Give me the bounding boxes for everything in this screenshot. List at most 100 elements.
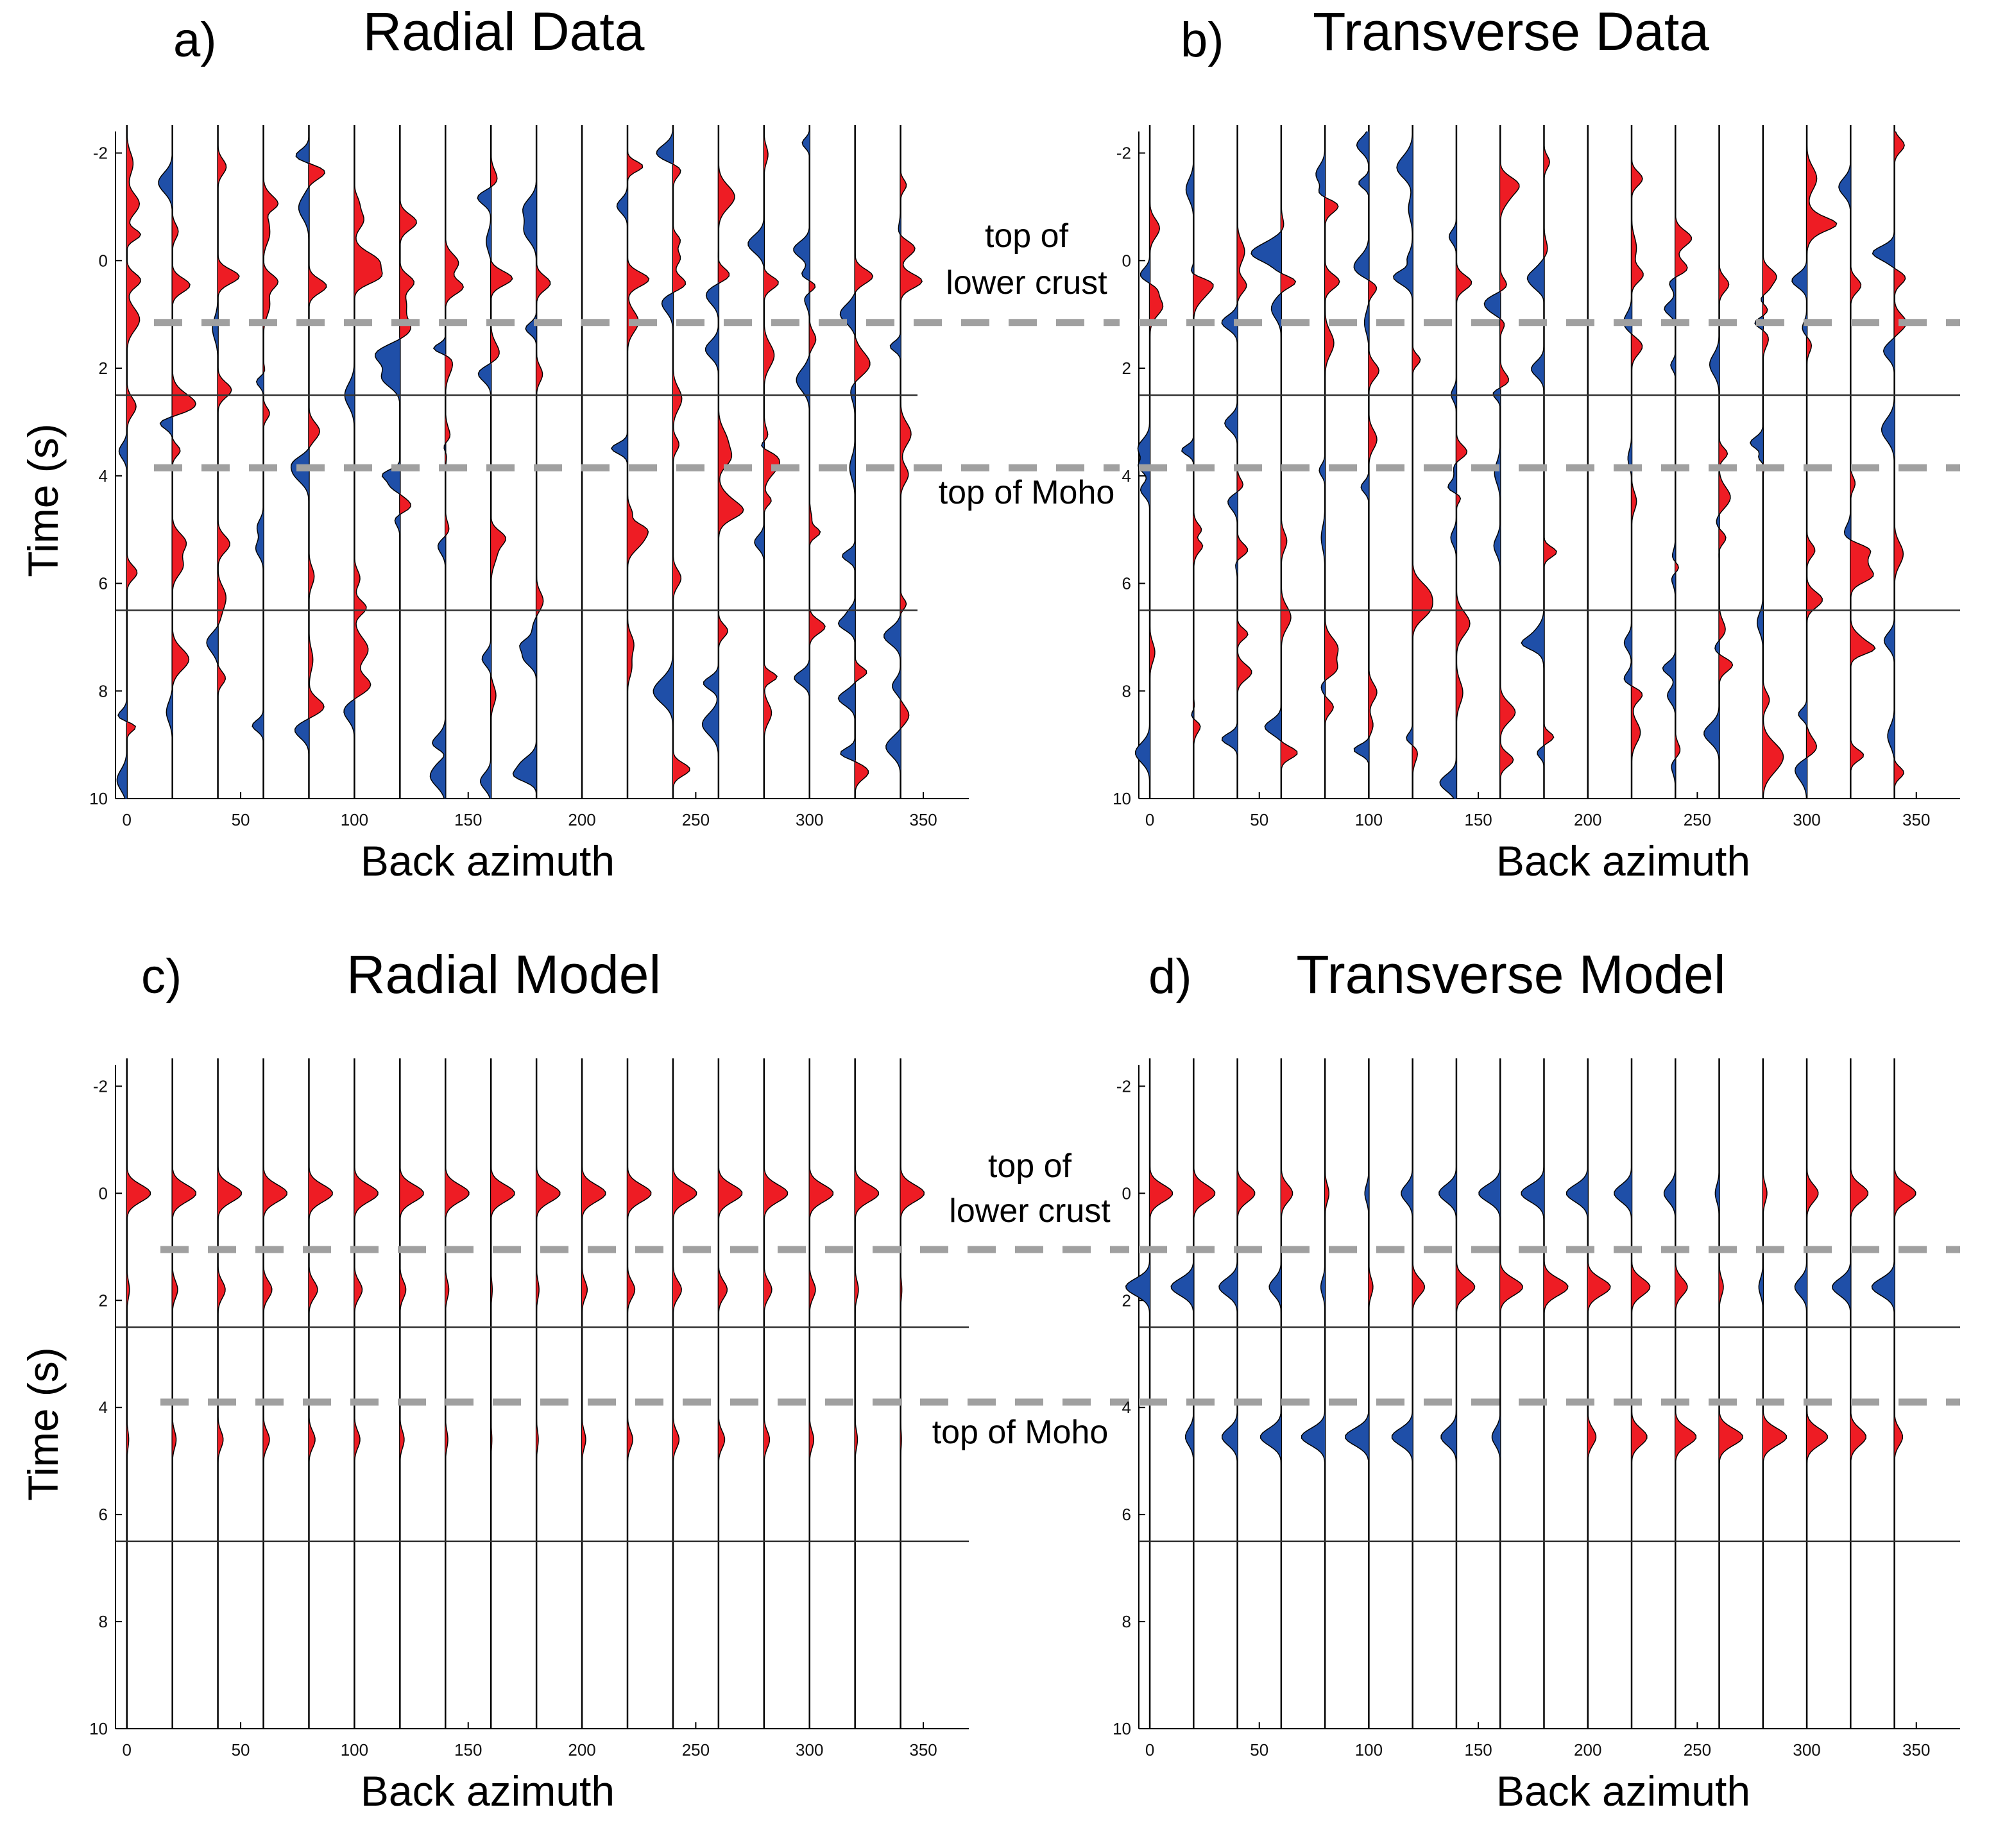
negative-lobe [1521,1065,1544,1729]
positive-lobe [1369,131,1379,799]
y-tick-label: 2 [99,1291,108,1310]
negative-lobe [1438,1065,1456,1729]
positive-lobe [491,1065,515,1729]
trace-wiggle [308,1065,333,1729]
x-tick-label: 0 [122,810,131,829]
y-tick-label: 8 [1122,1612,1131,1631]
trace-wiggle [1566,1065,1611,1729]
panel-title: Transverse Model [1296,944,1725,1005]
negative-lobe [1251,131,1281,799]
trace-wiggle [883,131,923,799]
x-axis-label: Back azimuth [361,1767,615,1815]
trace [1170,1058,1216,1729]
trace [217,1058,243,1729]
trace [1391,1058,1426,1729]
trace-wiggle [1218,1065,1256,1729]
positive-lobe [218,1065,242,1729]
x-tick-label: 150 [1464,1740,1492,1759]
y-tick-label: -2 [93,1076,108,1096]
x-tick-label: 50 [232,1740,250,1759]
trace [1749,125,1784,799]
panel-letter: d) [1148,949,1192,1004]
positive-lobe [309,1065,333,1729]
panel-title: Radial Data [363,1,645,62]
x-tick-label: 100 [1355,810,1383,829]
x-tick-label: 250 [682,1740,710,1759]
trace-wiggle [1714,1065,1743,1729]
x-tick-label: 100 [1355,1740,1383,1759]
trace [1663,1058,1697,1729]
y-tick-label: 2 [99,359,108,378]
trace [1439,125,1472,799]
positive-lobe [627,1065,651,1729]
negative-lobe [1301,1065,1326,1729]
trace-wiggle [1391,1065,1426,1729]
x-tick-label: 150 [1464,810,1492,829]
trace-wiggle [900,1065,925,1729]
trace [262,1058,287,1729]
x-tick-label: 0 [1145,1740,1154,1759]
trace-wiggle [1315,131,1340,799]
x-tick-label: 150 [454,1740,482,1759]
trace [1872,125,1907,799]
negative-lobe [1181,131,1194,799]
trace [1181,125,1214,799]
trace-wiggle [490,1065,515,1729]
negative-lobe [1392,1065,1413,1729]
negative-lobe [1566,1065,1588,1729]
y-tick-label: 4 [1122,466,1131,486]
x-tick-label: 150 [454,810,482,829]
negative-lobe [1316,131,1326,799]
negative-lobe [838,131,855,799]
x-tick-label: 350 [909,1740,937,1759]
positive-lobe [1325,1065,1329,1729]
x-tick-label: 200 [1574,810,1601,829]
x-tick-label: 50 [1250,810,1268,829]
trace [900,1058,925,1729]
trace-wiggle [399,1065,424,1729]
x-tick-label: 0 [122,1740,131,1759]
y-tick-label: 6 [99,574,108,593]
negative-lobe [513,131,537,799]
negative-lobe [1222,131,1238,799]
trace-wiggle [653,131,690,799]
negative-lobe [1614,1065,1632,1729]
positive-lobe [400,131,417,799]
trace [808,1058,834,1729]
x-axis-label: Back azimuth [361,837,615,885]
y-tick-label: 0 [1122,1183,1131,1203]
trace-wiggle [672,1065,697,1729]
y-tick-label: 6 [1122,1505,1131,1524]
positive-lobe [172,131,196,799]
annotation-top-of: top of [988,1148,1072,1185]
trace [399,1058,424,1729]
trace [1353,125,1379,799]
trace-wiggle [1794,1065,1828,1729]
negative-lobe [430,131,446,799]
trace [158,125,196,799]
trace [610,125,650,799]
y-tick-label: 8 [1122,681,1131,700]
positive-lobe [536,1065,560,1729]
positive-lobe [263,1065,287,1729]
negative-lobe [252,131,264,799]
trace-wiggle [1871,1065,1916,1729]
positive-lobe [1193,131,1213,799]
y-tick-label: 10 [89,1719,108,1738]
x-tick-label: 350 [1902,810,1930,829]
trace [1438,1058,1476,1729]
y-tick-label: 10 [1113,789,1131,808]
trace-wiggle [1478,1065,1524,1729]
trace [1315,125,1340,799]
trace [354,1058,379,1729]
trace [701,125,744,799]
negative-lobe [702,131,719,799]
trace [1703,125,1734,799]
negative-lobe [1662,131,1676,799]
negative-lobe [1703,131,1720,799]
positive-lobe [1632,131,1643,799]
positive-lobe [354,131,382,799]
